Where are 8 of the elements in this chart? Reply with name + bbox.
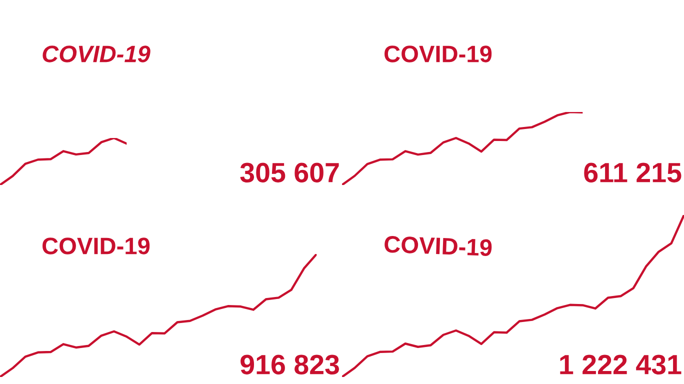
chart-title: COVID-19	[42, 238, 150, 254]
annotation: 305 607	[240, 162, 339, 182]
text: COVID-19	[384, 236, 492, 256]
chart-title: COVID-19	[42, 46, 150, 62]
annotation: 611 215	[584, 162, 682, 182]
chart-title: COVID-19	[384, 46, 492, 62]
annotation: 1 222 431	[560, 354, 682, 374]
annotation: 916 823	[240, 354, 340, 374]
